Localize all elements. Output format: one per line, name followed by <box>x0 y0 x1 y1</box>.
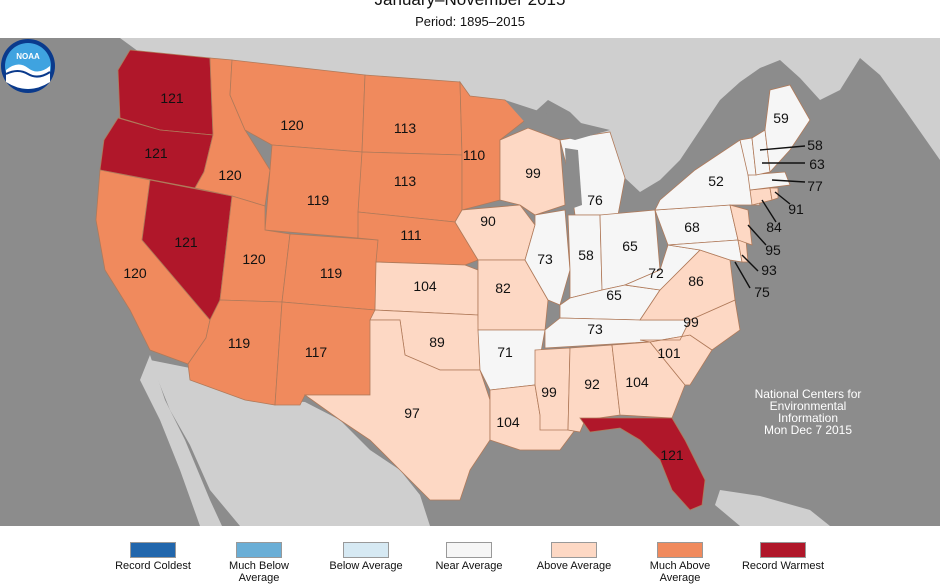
value-MT: 120 <box>280 117 304 133</box>
value-RI: 91 <box>788 201 804 217</box>
value-CT: 84 <box>766 219 782 235</box>
legend-swatch-record-coldest <box>130 542 176 558</box>
state-WY <box>264 144 363 239</box>
legend: Record Coldest Much Below Average Below … <box>0 526 940 584</box>
value-DE: 93 <box>761 262 777 278</box>
value-LA: 104 <box>496 414 520 430</box>
noaa-logo-text: NOAA <box>16 52 40 61</box>
value-ID: 120 <box>218 167 242 183</box>
value-IL: 73 <box>537 251 553 267</box>
state-MD <box>667 239 743 263</box>
mexico-landmass <box>150 360 430 526</box>
state-CT <box>749 187 773 206</box>
value-UT: 120 <box>242 251 266 267</box>
state-WI <box>499 127 566 216</box>
legend-swatch-much-above <box>657 542 703 558</box>
map-header: January–November 2015 Period: 1895–2015 <box>0 0 940 38</box>
legend-label-below: Below Average <box>329 560 403 572</box>
value-KS: 104 <box>413 278 437 294</box>
value-MN: 110 <box>463 147 486 163</box>
value-AZ: 119 <box>228 335 251 351</box>
map-title: January–November 2015 <box>0 0 940 10</box>
legend-label-record-coldest: Record Coldest <box>115 560 191 572</box>
value-CA: 120 <box>123 265 147 281</box>
baja-landmass <box>140 355 222 526</box>
legend-label-record-warmest: Record Warmest <box>741 560 825 572</box>
value-GA: 104 <box>625 374 649 390</box>
state-IL <box>524 209 571 306</box>
value-ND: 113 <box>394 120 417 136</box>
value-OR: 121 <box>144 145 168 161</box>
value-AR: 71 <box>497 344 513 360</box>
caribbean-landmass <box>715 490 830 526</box>
value-AL: 92 <box>584 376 600 392</box>
legend-swatch-below <box>343 542 389 558</box>
value-NC: 99 <box>683 314 699 330</box>
value-NE: 111 <box>400 227 421 243</box>
legend-swatch-record-warmest <box>760 542 806 558</box>
state-ME <box>764 84 811 173</box>
map-period: Period: 1895–2015 <box>415 14 525 29</box>
lake-michigan <box>565 148 582 210</box>
value-NJ: 95 <box>765 242 781 258</box>
state-NJ <box>729 204 753 246</box>
value-VA: 86 <box>688 273 704 289</box>
agency-date: Mon Dec 7 2015 <box>763 423 853 437</box>
value-OH: 65 <box>622 238 638 254</box>
state-MA <box>747 171 791 191</box>
value-IA: 90 <box>480 213 496 229</box>
value-NH: 63 <box>809 156 825 172</box>
noaa-logo-icon: NOAA <box>1 39 55 93</box>
value-KY: 65 <box>606 287 622 303</box>
value-FL: 121 <box>660 447 684 463</box>
value-OK: 89 <box>429 334 445 350</box>
legend-label-near: Near Average <box>435 560 503 572</box>
value-IN: 58 <box>578 247 594 263</box>
value-MS: 99 <box>541 384 557 400</box>
value-NM: 117 <box>305 344 328 360</box>
value-MI: 76 <box>587 192 603 208</box>
state-ND <box>361 74 463 156</box>
value-MA: 77 <box>807 178 823 194</box>
value-VT: 58 <box>807 137 823 153</box>
agency-credit: National Centers for Environmental Infor… <box>742 388 874 436</box>
value-WA: 121 <box>160 90 184 106</box>
value-WY: 119 <box>307 192 330 208</box>
value-TX: 97 <box>404 405 420 421</box>
legend-swatch-much-below <box>236 542 282 558</box>
value-SC: 101 <box>657 345 681 361</box>
agency-line-1: National Centers for <box>754 387 862 401</box>
value-TN: 73 <box>587 321 603 337</box>
value-MD: 75 <box>754 284 770 300</box>
legend-swatch-near <box>446 542 492 558</box>
value-MO: 82 <box>495 280 511 296</box>
legend-swatch-above <box>551 542 597 558</box>
value-WI: 99 <box>525 165 541 181</box>
state-TX <box>303 319 491 501</box>
leader-lines <box>734 145 806 289</box>
value-NY: 52 <box>708 173 724 189</box>
us-map: 121 121 120 121 120 120 119 120 119 119 … <box>95 38 940 526</box>
value-PA: 68 <box>684 219 700 235</box>
value-NV: 121 <box>174 234 198 250</box>
map-area: 121 121 120 121 120 120 119 120 119 119 … <box>0 38 940 526</box>
agency-line-3: Information <box>777 411 839 425</box>
value-WV: 72 <box>648 265 664 281</box>
state-GA <box>611 341 686 419</box>
lake-superior <box>505 100 610 140</box>
state-RI <box>769 187 779 201</box>
legend-label-above: Above Average <box>536 560 612 572</box>
value-SD: 113 <box>394 173 417 189</box>
value-ME: 59 <box>773 110 789 126</box>
state-NC <box>639 299 741 351</box>
value-CO: 119 <box>320 265 343 281</box>
agency-line-2: Environmental <box>769 399 847 413</box>
state-FL <box>579 417 706 511</box>
